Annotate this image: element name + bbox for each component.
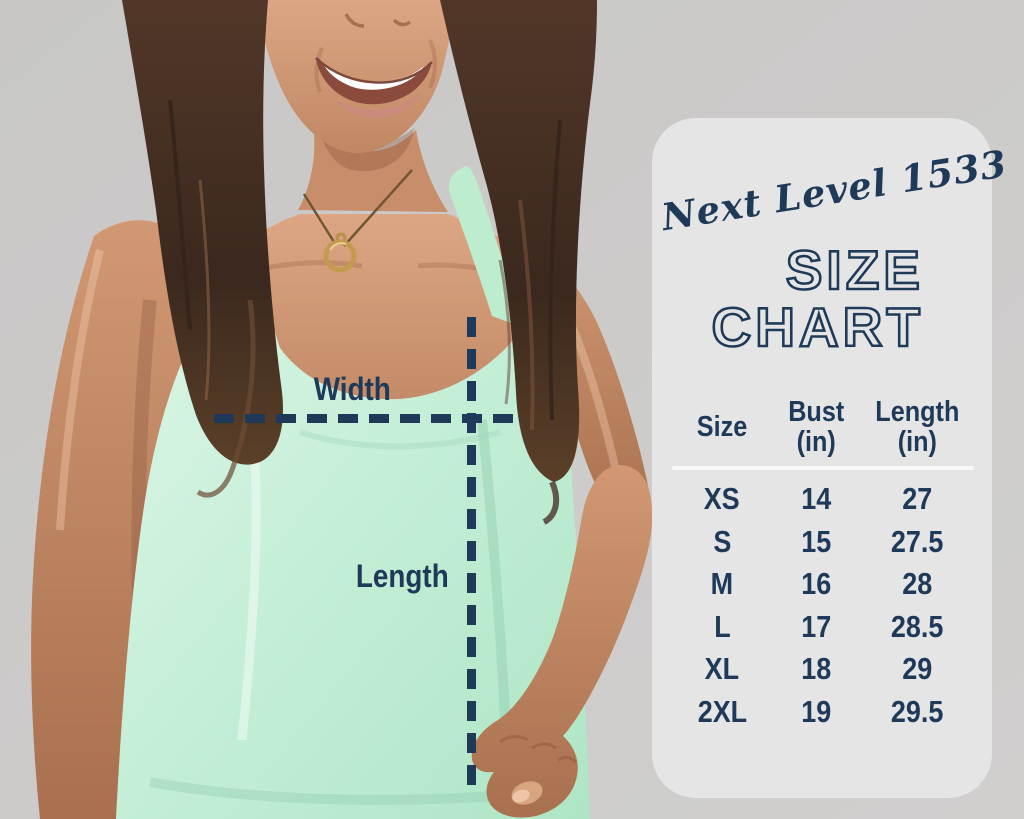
table-row: L 17 28.5 xyxy=(672,606,974,649)
nose xyxy=(344,13,365,28)
model-face xyxy=(314,13,437,119)
bust-cell: 18 xyxy=(800,651,831,687)
length-cell: 29 xyxy=(901,651,932,687)
size-cell: S xyxy=(713,523,731,559)
length-cell: 27 xyxy=(901,481,932,517)
size-cell: L xyxy=(713,608,731,644)
size-cell: 2XL xyxy=(697,693,747,729)
bust-cell: 17 xyxy=(800,608,831,644)
heading-chart: CHART xyxy=(710,296,924,358)
table-header-row: Size Bust (in) Length (in) xyxy=(672,394,974,460)
length-measurement-line xyxy=(467,317,476,791)
size-cell: XS xyxy=(704,481,740,517)
table-row: XL 18 29 xyxy=(672,648,974,691)
table-row: 2XL 19 29.5 xyxy=(672,691,974,734)
length-cell: 29.5 xyxy=(890,693,944,729)
size-chart-panel: Next Level 1533 SIZE CHART Size Bust (in… xyxy=(652,118,1011,798)
table-row: XS 14 27 xyxy=(672,478,974,521)
width-label: Width xyxy=(252,372,452,406)
model-right-forearm-hand xyxy=(471,465,653,818)
size-table: Size Bust (in) Length (in) XS 14 27 xyxy=(672,394,974,733)
table-row: M 16 28 xyxy=(672,563,974,606)
length-cell: 28 xyxy=(901,566,932,602)
bust-cell: 14 xyxy=(800,481,831,517)
header-size: Size xyxy=(696,411,748,443)
table-body: XS 14 27 S 15 27.5 M 16 28 L 17 28.5 xyxy=(672,478,974,733)
necklace xyxy=(302,169,413,273)
header-bust: Bust (in) xyxy=(787,396,845,458)
bust-cell: 16 xyxy=(800,566,831,602)
pendant-ring xyxy=(323,239,357,273)
header-length: Length (in) xyxy=(874,396,960,458)
size-cell: M xyxy=(710,566,734,602)
length-label-text: Length xyxy=(356,558,450,594)
header-separator xyxy=(672,466,974,470)
model-hair xyxy=(122,0,597,525)
smile xyxy=(315,57,433,119)
thumb-nail xyxy=(512,789,530,803)
brand-script-title: Next Level 1533 xyxy=(658,141,1011,240)
size-chart-heading: SIZE CHART xyxy=(710,239,924,358)
length-cell: 27.5 xyxy=(890,523,944,559)
size-cell: XL xyxy=(704,651,740,687)
width-label-text: Width xyxy=(313,371,391,407)
width-measurement-line xyxy=(214,414,524,423)
length-cell: 28.5 xyxy=(890,608,944,644)
table-row: S 15 27.5 xyxy=(672,521,974,564)
heading-size: SIZE xyxy=(784,239,924,301)
bust-cell: 15 xyxy=(800,523,831,559)
length-label: Length xyxy=(318,559,456,593)
bust-cell: 19 xyxy=(800,693,831,729)
